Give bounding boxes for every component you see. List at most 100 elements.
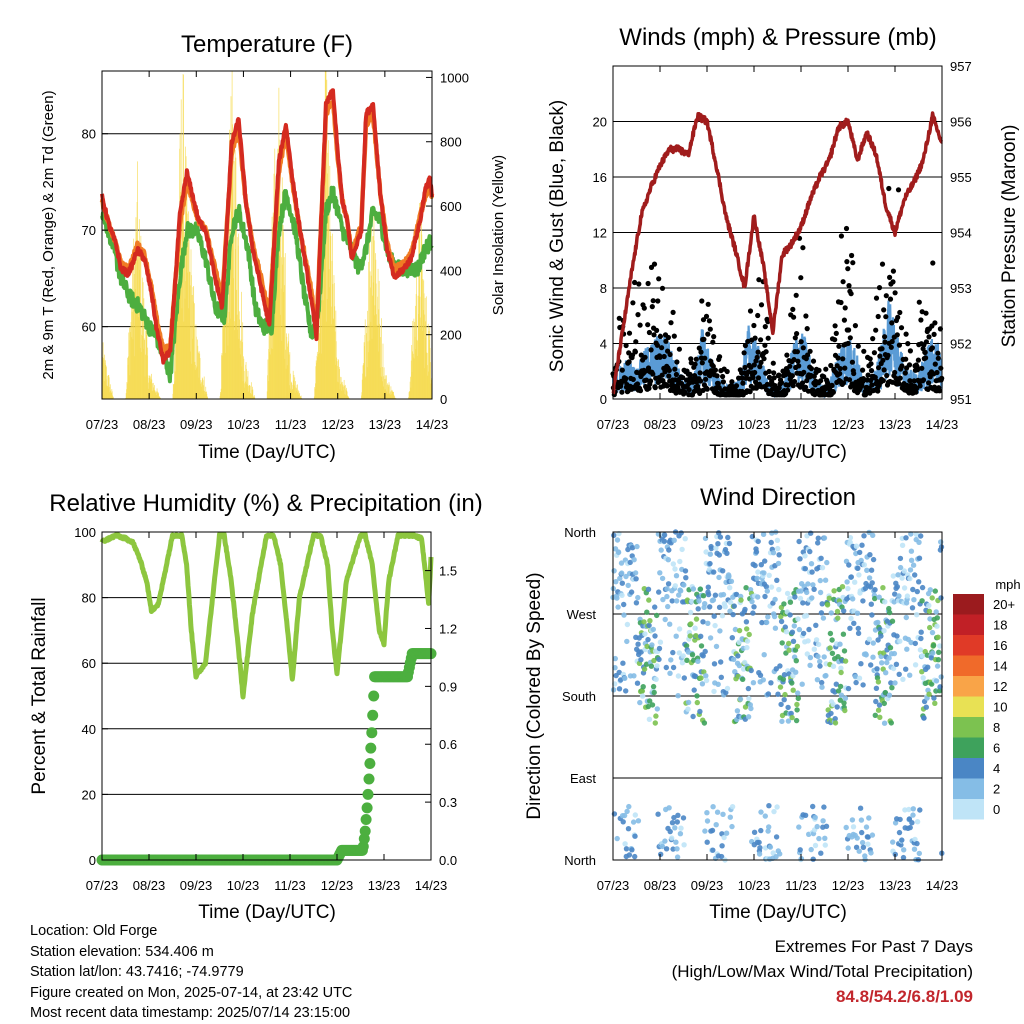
direction-point (632, 570, 639, 576)
direction-point (711, 688, 717, 695)
gust-point (623, 375, 629, 382)
gust-point (634, 381, 641, 387)
direction-point (853, 844, 860, 850)
x-tick-label: 09/23 (180, 878, 213, 893)
direction-point (823, 823, 830, 829)
direction-point (746, 695, 752, 702)
direction-xlabel: Time (Day/UTC) (709, 902, 847, 923)
direction-point (646, 597, 652, 603)
direction-point (765, 691, 772, 697)
direction-point (908, 548, 915, 554)
direction-point (641, 586, 647, 592)
direction-point (860, 844, 867, 850)
gust-point (670, 309, 676, 315)
direction-point (764, 619, 770, 626)
direction-point (689, 652, 696, 658)
direction-point (658, 547, 664, 553)
direction-point (898, 842, 904, 848)
gust-point (651, 261, 658, 267)
direction-point (773, 854, 779, 860)
direction-point (687, 609, 694, 616)
direction-point (797, 595, 804, 602)
direction-point (692, 625, 698, 631)
gust-point (707, 373, 713, 379)
direction-point (720, 811, 726, 817)
direction-point (671, 814, 677, 821)
y2-tick-label: 955 (950, 170, 972, 185)
gust-point (641, 305, 647, 311)
gust-point (887, 296, 894, 302)
direction-point (848, 574, 854, 580)
direction-point (926, 691, 932, 697)
winds-y2label: Station Pressure (Maroon) (999, 125, 1020, 348)
direction-point (822, 835, 828, 841)
direction-point (723, 689, 729, 696)
direction-point (917, 807, 923, 813)
direction-point (614, 537, 621, 543)
direction-point (861, 562, 867, 568)
direction-point (726, 573, 732, 579)
direction-point (858, 661, 864, 667)
direction-point (856, 675, 863, 681)
direction-point (859, 829, 865, 836)
direction-point (849, 817, 856, 823)
direction-point (794, 707, 800, 713)
direction-point (669, 835, 675, 841)
gust-point (789, 373, 796, 379)
gust-point (800, 245, 806, 251)
direction-point (881, 720, 888, 726)
direction-point (807, 662, 813, 668)
direction-point (852, 579, 858, 585)
gust-point (889, 338, 895, 345)
gust-point (666, 373, 672, 379)
direction-point (731, 603, 737, 609)
direction-point (806, 626, 812, 633)
gust-point (712, 367, 719, 373)
gust-point (907, 378, 913, 384)
gust-point (791, 378, 798, 385)
direction-point (926, 602, 932, 609)
direction-point (681, 582, 687, 588)
direction-point (682, 568, 689, 574)
direction-point (890, 665, 897, 672)
legend-swatch (953, 778, 984, 799)
y2-tick-label: 957 (950, 59, 972, 74)
direction-point (770, 850, 776, 856)
gust-point (645, 322, 651, 328)
direction-point (738, 597, 744, 603)
gust-point (798, 275, 804, 281)
direction-point (779, 718, 785, 725)
direction-point (910, 806, 916, 812)
gust-point (758, 302, 765, 308)
direction-point (879, 660, 885, 666)
temp-2m-series (100, 88, 434, 365)
direction-point (715, 541, 721, 547)
direction-point (827, 630, 834, 637)
direction-point (621, 612, 627, 618)
direction-point (711, 569, 717, 575)
direction-point (908, 557, 915, 563)
direction-point (813, 622, 819, 628)
x-tick-label: 11/23 (274, 878, 306, 893)
extremes-subheading: (High/Low/Max Wind/Total Precipitation) (671, 962, 973, 981)
direction-point (928, 655, 935, 661)
x-tick-label: 11/23 (785, 417, 817, 432)
gust-point (720, 373, 726, 380)
gust-point (699, 298, 705, 304)
gust-point (650, 298, 656, 304)
gust-point (704, 386, 710, 392)
direction-point (839, 584, 846, 590)
y-tick-label: 0 (89, 853, 96, 868)
direction-point (866, 575, 873, 581)
direction-point (838, 669, 844, 676)
direction-point (626, 803, 632, 810)
direction-point (855, 625, 861, 632)
gust-point (750, 375, 756, 381)
temperature-y2label: Solar Insolation (Yellow) (490, 155, 507, 315)
legend-swatch (953, 676, 984, 697)
direction-point (675, 673, 682, 679)
precip-point (360, 814, 372, 825)
direction-point (789, 714, 795, 721)
gust-point (626, 350, 632, 356)
